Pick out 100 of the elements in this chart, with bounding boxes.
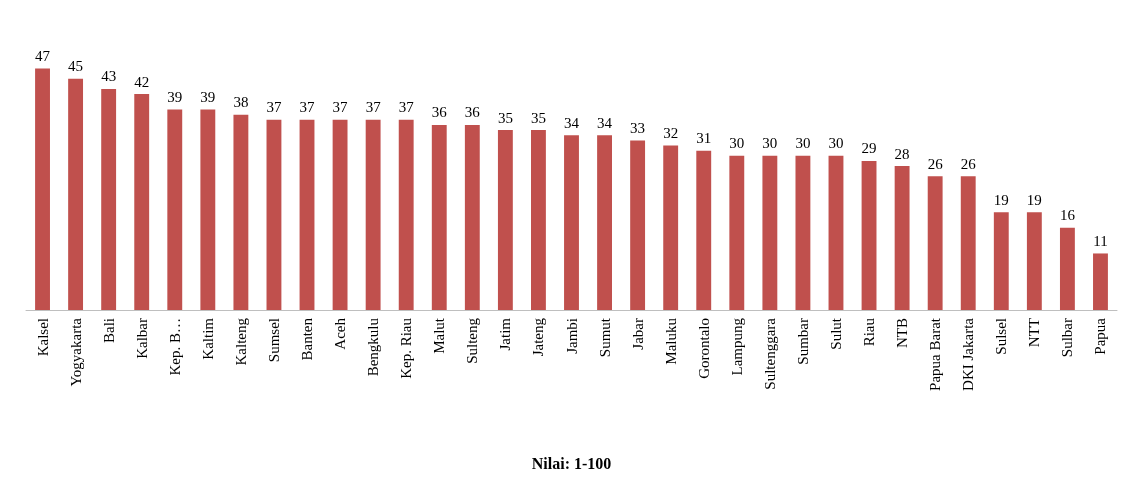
x-tick-label: Jabar [629,318,646,350]
data-label: 37 [299,99,316,116]
bar [1093,253,1108,310]
data-label: 39 [200,89,216,106]
x-tick-label: Riau [861,317,878,347]
bar [299,119,315,310]
bar [861,160,877,310]
bar [630,140,646,310]
bar [35,68,50,310]
bar [398,119,414,310]
x-tick-label: Banten [299,317,316,361]
data-label: 35 [497,109,513,126]
bar [266,119,282,310]
bar [233,114,249,310]
data-label: 38 [233,94,249,111]
x-tick-label: Aceh [332,317,349,350]
data-label: 31 [696,130,712,147]
x-tick-label: Gorontalo [695,318,712,379]
data-label: 26 [960,155,977,172]
bar [531,130,546,310]
data-label: 37 [332,99,349,116]
x-tick-label: Yogyakarta [67,317,84,387]
bar [68,78,84,310]
data-label: 32 [663,125,679,142]
x-tick-label: Jatim [497,317,514,351]
bar [663,145,679,310]
bar [134,94,150,310]
bar [1059,227,1075,310]
data-label: 19 [1026,191,1042,208]
data-label: 33 [630,119,646,136]
x-tick-label: Kaltim [199,317,216,360]
data-label: 36 [464,104,481,121]
data-label: 47 [35,47,51,64]
x-tick-label: Maluku [662,317,679,365]
data-label: 35 [530,109,546,126]
x-tick-label: NTB [894,318,911,348]
x-tick-label: Jambi [563,318,580,354]
bar [828,155,844,310]
bar [1026,212,1042,310]
data-label: 37 [266,99,282,116]
bar [927,176,943,310]
bar [167,109,183,310]
data-label: 34 [597,114,613,131]
x-tick-label: Sumut [596,317,613,358]
bar [101,88,117,310]
data-label: 34 [564,114,580,131]
data-label: 30 [795,135,811,152]
bar [960,176,976,310]
data-label: 29 [861,140,877,157]
bar [597,135,612,310]
bar [894,166,910,310]
x-tick-label: Sulbar [1059,318,1076,358]
data-label: 37 [398,99,415,116]
x-tick-label: Kalbar [133,318,150,359]
x-tick-label: Papua Barat [927,317,944,391]
x-tick-label: DKI Jakarta [960,317,977,391]
bar [431,124,447,310]
data-label: 28 [894,145,910,162]
x-tick-label: Sumbar [794,318,811,365]
data-label: 30 [762,135,778,152]
x-tick-label: Sulut [827,317,844,350]
x-tick-label: Malut [431,317,448,354]
bar [993,212,1009,310]
x-tick-label: Sultenggara [761,317,778,390]
bar [365,119,381,310]
data-label: 36 [431,104,448,121]
data-label: 30 [828,135,844,152]
x-tick-label: Lampung [728,317,745,376]
data-label: 30 [729,135,745,152]
bar [564,135,579,310]
x-tick-label: NTT [1026,318,1043,348]
bar [729,155,745,310]
data-label: 16 [1059,207,1076,224]
bar [200,109,216,310]
bar [497,130,513,310]
x-tick-label: Kalsel [34,318,51,357]
data-label: 42 [134,73,150,90]
data-label: 39 [167,89,183,106]
x-tick-label: Jateng [530,317,547,357]
x-tick-label: Kep. B… [166,318,183,376]
data-label: 43 [101,68,117,85]
x-tick-label: Bengkulu [365,317,382,377]
bar [464,124,480,310]
x-tick-label: Bali [100,318,117,343]
data-label: 37 [365,99,382,116]
bar [762,155,778,310]
bar [332,119,348,310]
x-tick-label: Papua [1092,317,1109,355]
data-label: 19 [993,191,1009,208]
x-tick-label: Sulsel [993,318,1010,355]
x-tick-label: Sulteng [464,317,481,364]
data-label: 26 [927,155,944,172]
x-tick-label: Kalteng [232,317,249,366]
x-tick-label: Kep. Riau [398,317,415,379]
data-label: 11 [1093,232,1108,249]
x-axis-title: Nilai: 1-100 [531,454,612,472]
data-label: 45 [68,58,84,75]
x-tick-label: Sumsel [265,318,282,363]
bar [696,150,712,310]
bar [795,155,811,310]
